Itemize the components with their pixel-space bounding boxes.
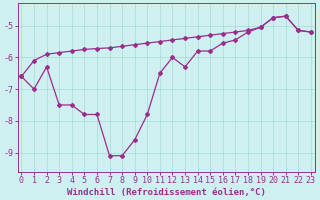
X-axis label: Windchill (Refroidissement éolien,°C): Windchill (Refroidissement éolien,°C) [67,188,266,197]
